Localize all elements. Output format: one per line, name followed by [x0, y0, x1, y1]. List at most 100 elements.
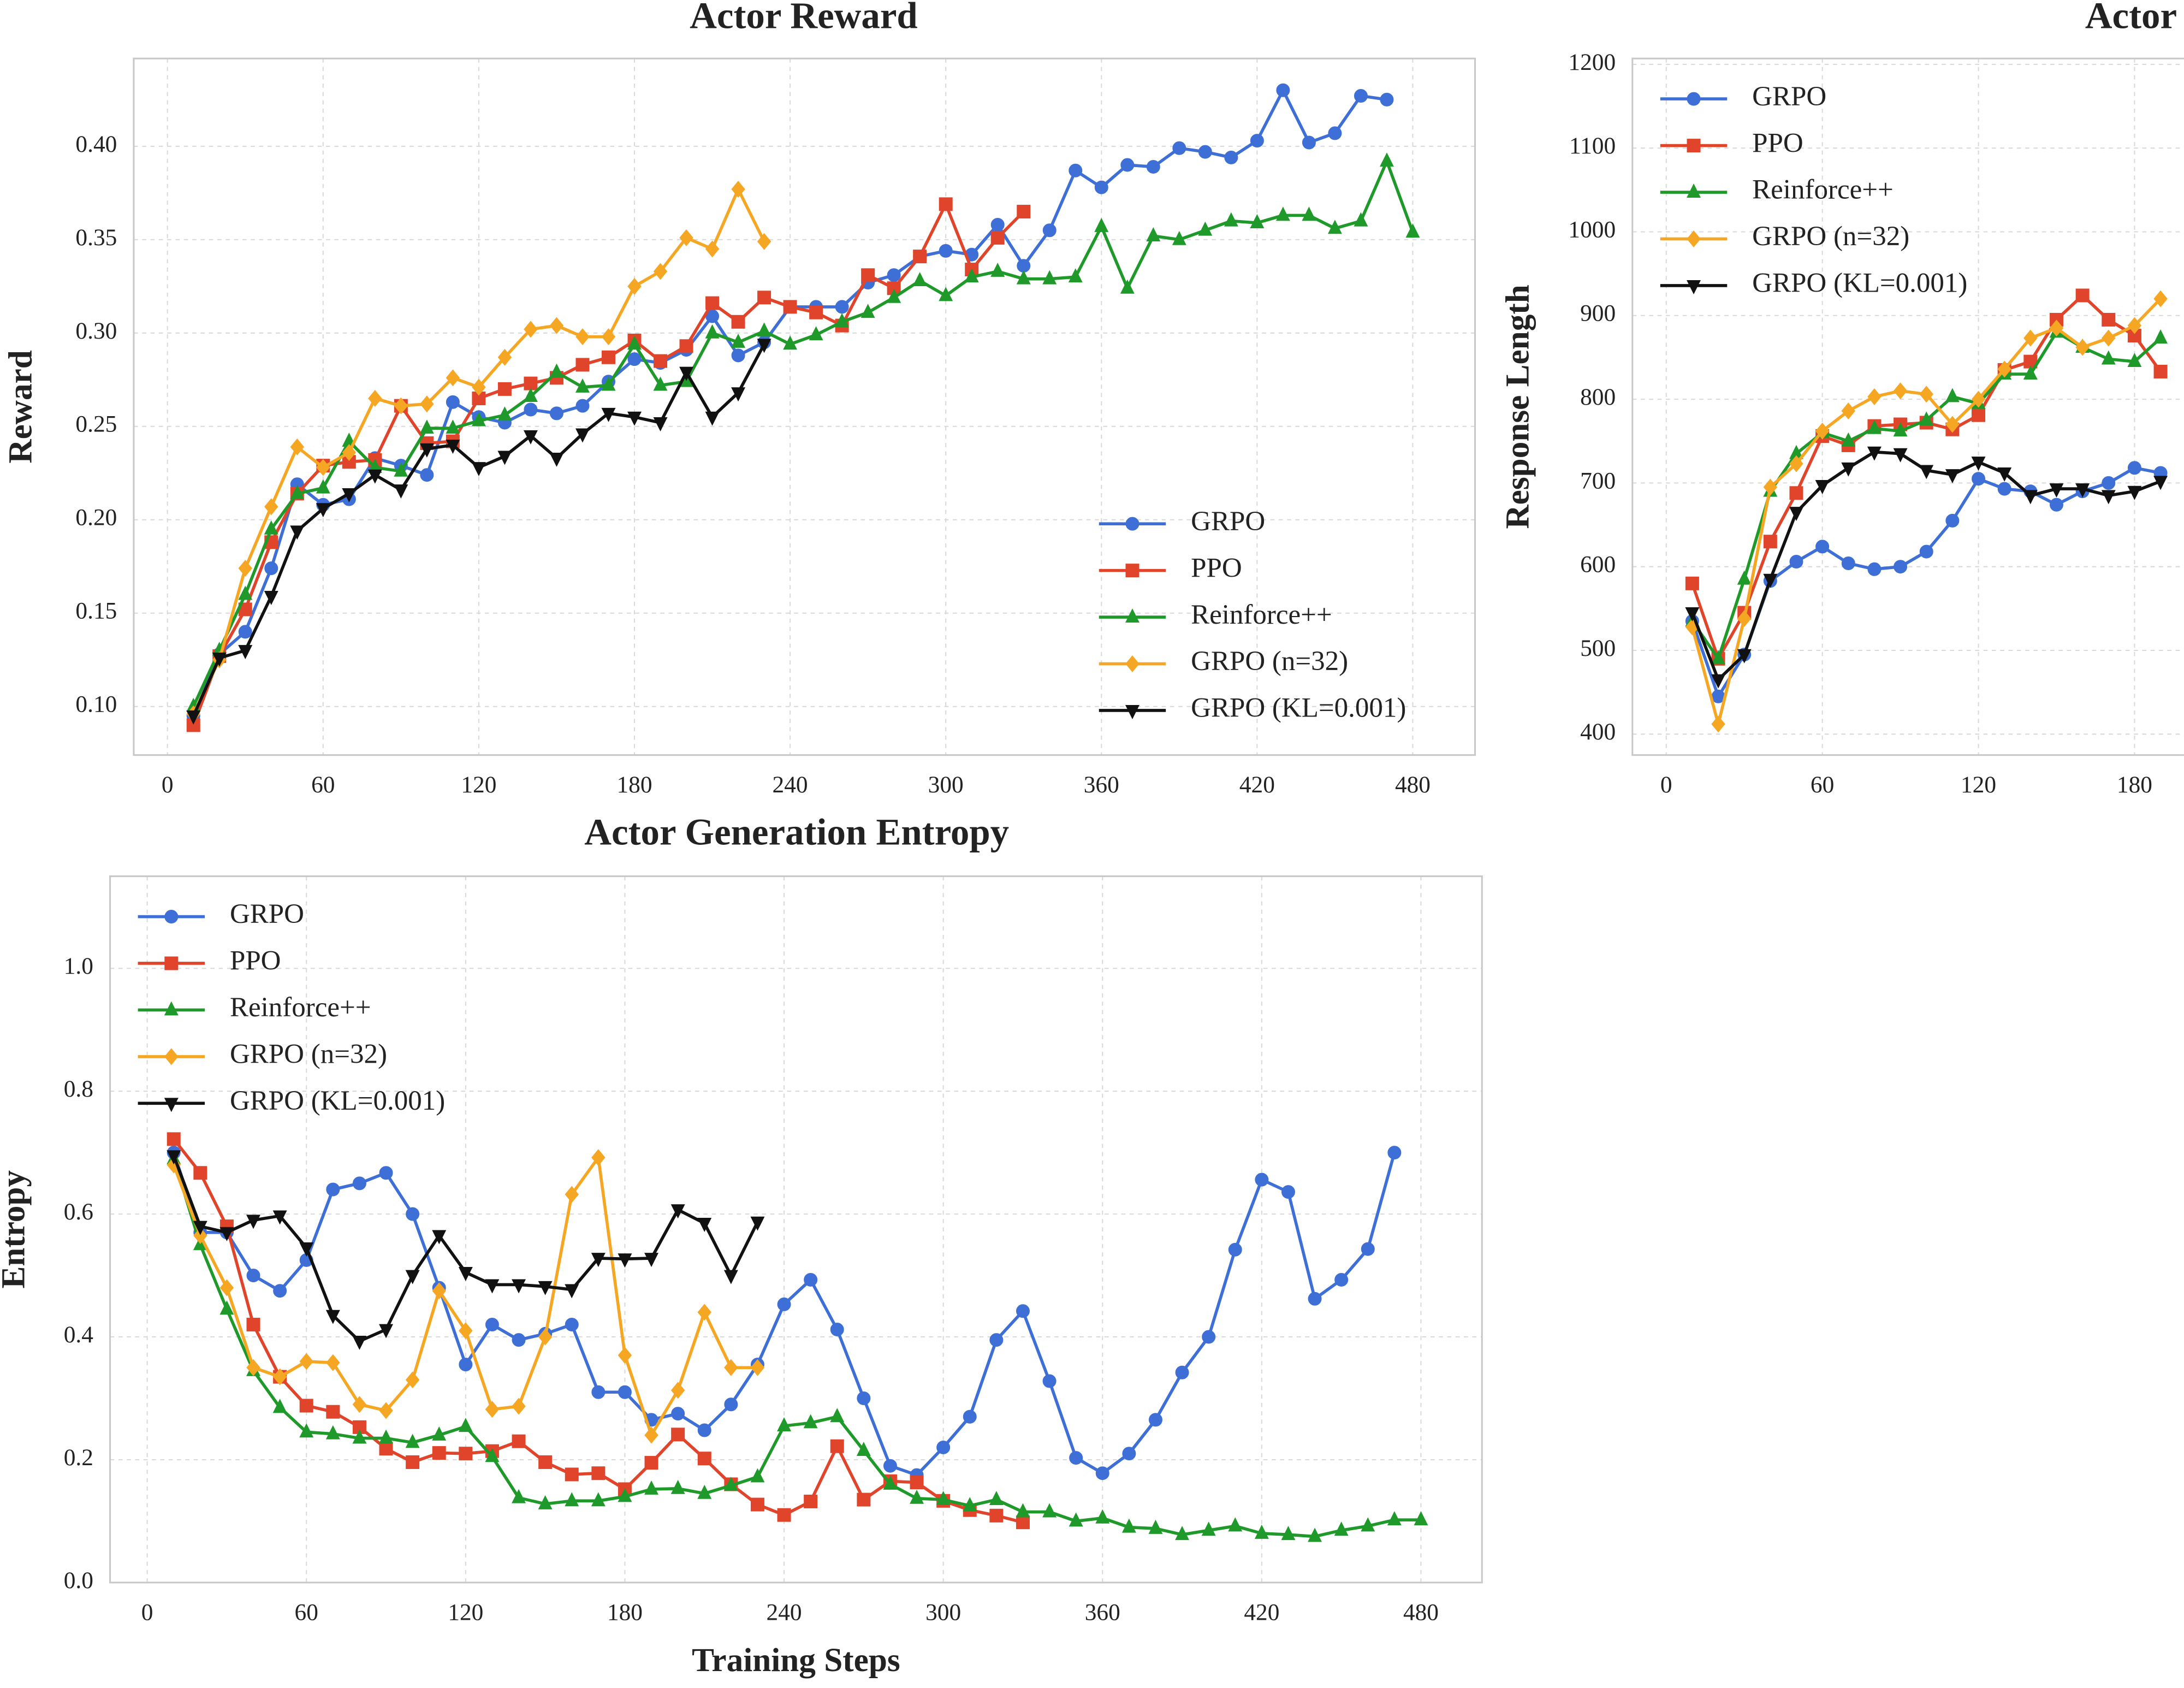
marker [1945, 469, 1960, 484]
marker [644, 1426, 658, 1444]
y-tick-label: 700 [1580, 467, 1616, 494]
marker [1737, 570, 1752, 585]
marker [446, 369, 460, 387]
marker [1867, 388, 1882, 405]
marker [538, 1495, 553, 1509]
marker [1841, 462, 1856, 477]
marker [246, 1359, 260, 1376]
marker [485, 1279, 500, 1294]
axes-frame [109, 875, 1483, 1584]
x-tick-label: 420 [1244, 1600, 1279, 1626]
marker [512, 1434, 526, 1448]
x-tick-label: 0 [141, 1600, 153, 1626]
marker [1095, 1509, 1110, 1524]
marker [1281, 1185, 1295, 1199]
marker [777, 1508, 791, 1522]
marker [1094, 217, 1109, 232]
marker [1894, 560, 1908, 574]
x-tick-label: 360 [1085, 1600, 1120, 1626]
marker [299, 1423, 314, 1438]
marker [512, 1397, 526, 1415]
marker [1380, 92, 1394, 106]
marker [835, 313, 850, 328]
marker [913, 250, 927, 264]
marker [1308, 1527, 1322, 1542]
x-tick-label: 60 [311, 772, 335, 798]
marker [2153, 364, 2168, 378]
marker [394, 484, 408, 499]
marker [2075, 288, 2090, 303]
marker [219, 1300, 234, 1315]
marker [912, 272, 927, 287]
marker [1302, 135, 1316, 150]
marker [618, 1347, 632, 1364]
series-line [1690, 298, 2162, 726]
marker [731, 315, 745, 329]
y-tick-label: 0.35 [75, 224, 117, 251]
marker [290, 484, 305, 499]
marker [575, 428, 590, 443]
marker [1789, 554, 1803, 568]
marker [731, 181, 745, 198]
marker [1224, 150, 1238, 164]
x-axis-label: Training Steps [692, 1642, 900, 1679]
marker [757, 339, 771, 353]
marker [497, 348, 512, 366]
marker [575, 378, 590, 393]
marker [1334, 1521, 1349, 1536]
marker [1328, 126, 1342, 140]
marker [1997, 360, 2011, 378]
marker [861, 268, 875, 282]
marker [524, 321, 538, 338]
marker [679, 366, 694, 381]
marker [963, 1409, 977, 1424]
marker [939, 244, 953, 258]
marker [1175, 1365, 1189, 1379]
marker [1841, 432, 1856, 447]
marker [1737, 649, 1752, 664]
marker [2102, 476, 2116, 490]
marker [471, 462, 486, 477]
y-tick-label: 1.0 [64, 953, 93, 979]
legend-label: Reinforce++ [1191, 600, 1332, 630]
marker [601, 350, 615, 364]
marker [1095, 1466, 1109, 1480]
y-tick-label: 0.2 [64, 1444, 93, 1471]
marker [670, 1382, 685, 1399]
legend: GRPO PPO Reinforce++ GRPO (n=32) GRPO (KL=0.… [1099, 506, 1406, 724]
marker [1893, 382, 1908, 400]
marker [804, 1494, 818, 1508]
marker [352, 1176, 366, 1191]
marker [538, 1455, 553, 1469]
marker [1361, 1517, 1375, 1532]
marker [1379, 152, 1394, 167]
y-tick-label: 0.6 [64, 1199, 93, 1225]
marker [670, 1479, 685, 1494]
marker [1387, 1511, 1402, 1526]
marker [164, 1001, 179, 1016]
marker [1361, 1242, 1375, 1256]
marker [830, 1408, 845, 1423]
marker [1945, 416, 1960, 433]
marker [697, 1484, 712, 1499]
marker [1198, 221, 1213, 236]
marker [406, 1455, 420, 1469]
marker [446, 395, 460, 409]
marker [939, 197, 953, 211]
y-tick-label: 500 [1580, 635, 1616, 661]
marker [1172, 230, 1186, 245]
marker [1789, 486, 1803, 500]
marker [989, 1333, 1004, 1347]
marker [1042, 1503, 1057, 1518]
marker [238, 560, 252, 577]
marker [485, 1448, 500, 1462]
marker [2127, 353, 2142, 368]
marker [2075, 483, 2090, 498]
marker [1997, 482, 2011, 496]
marker [565, 1492, 579, 1507]
marker [1172, 141, 1186, 155]
marker [654, 354, 668, 368]
marker [471, 412, 486, 427]
marker [1763, 573, 1778, 588]
